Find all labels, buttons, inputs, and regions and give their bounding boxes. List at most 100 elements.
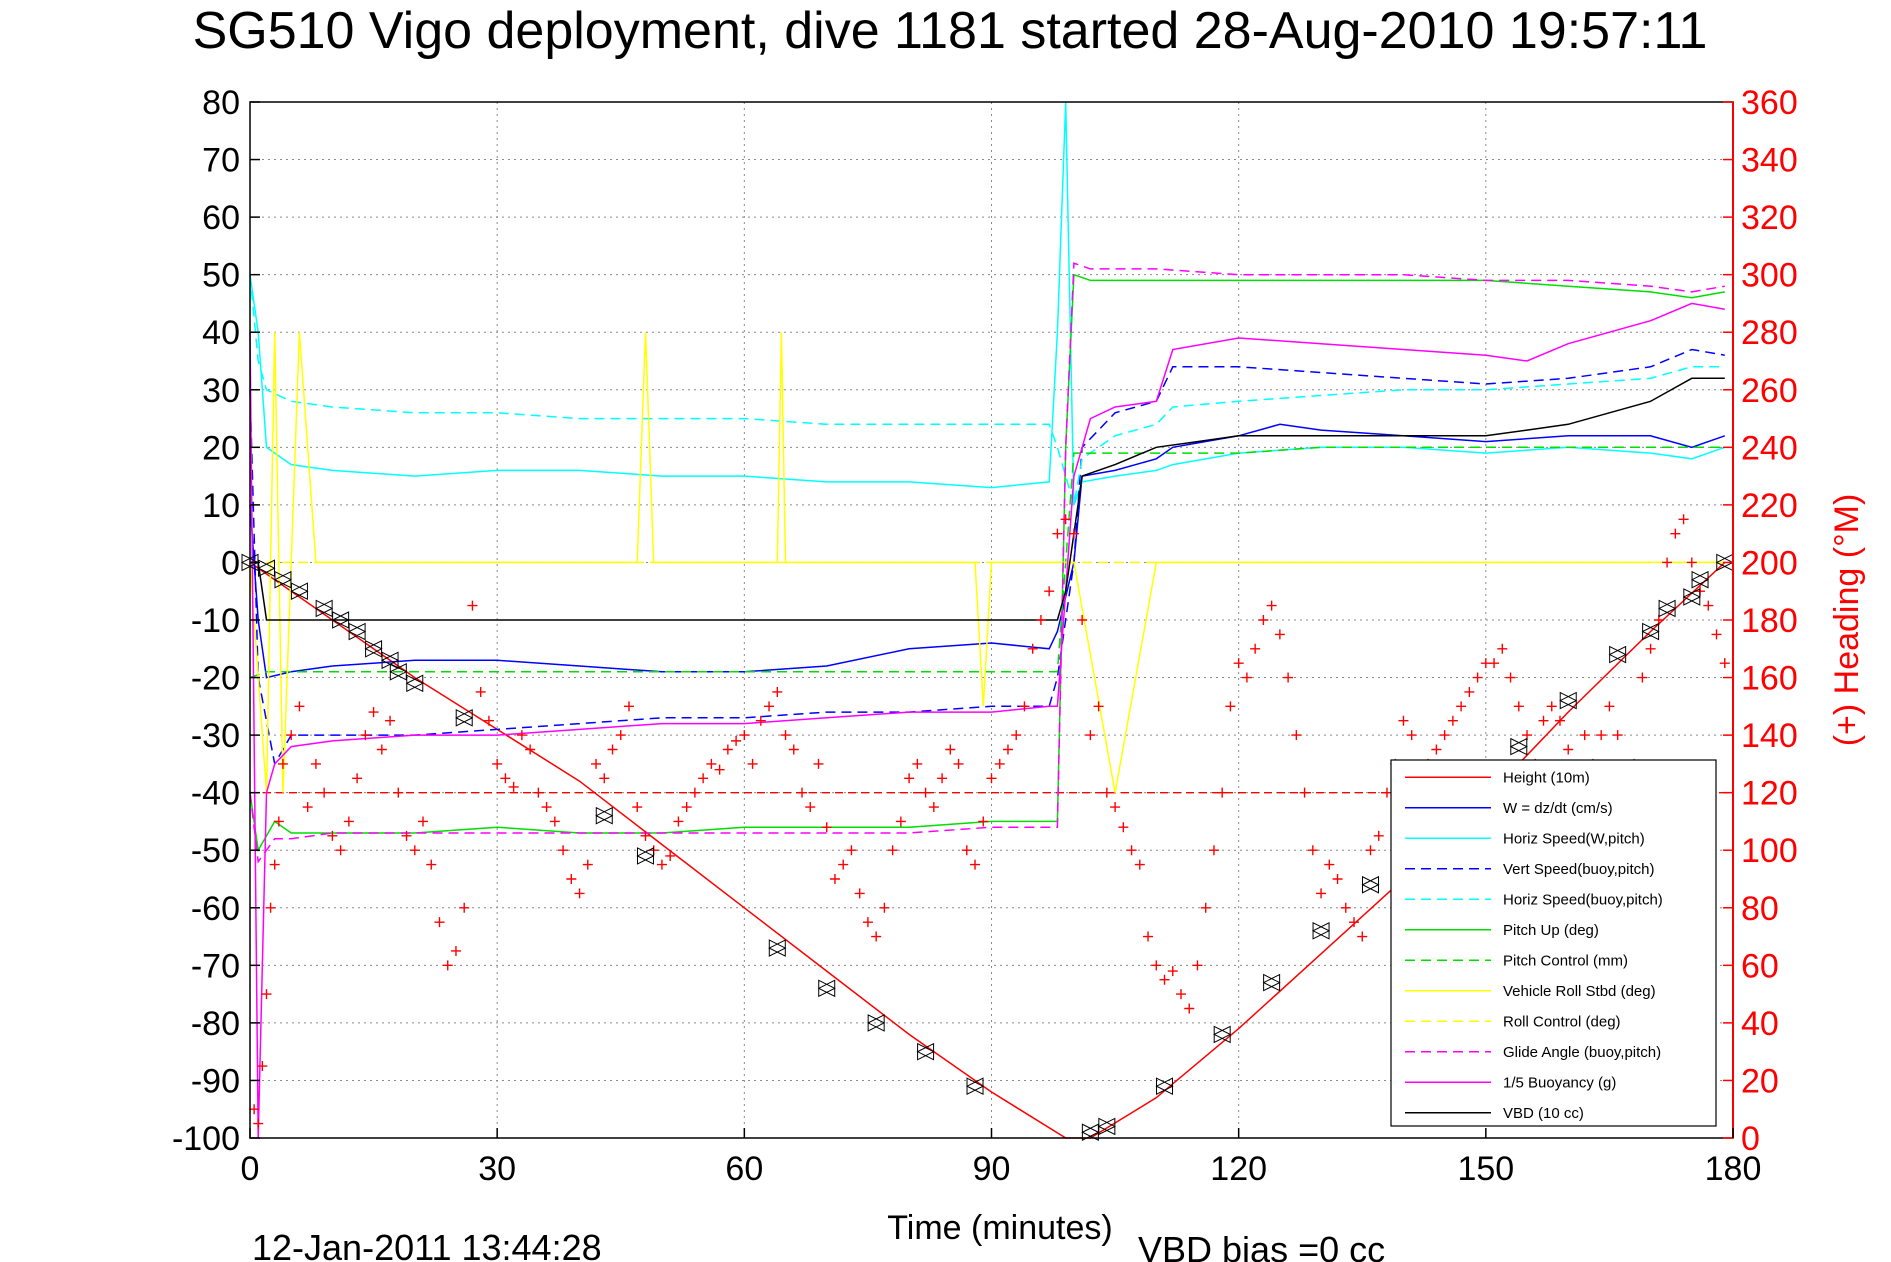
- heading-point: [747, 758, 758, 769]
- heading-point: [1340, 902, 1351, 913]
- heading-point: [665, 850, 676, 861]
- heading-point: [912, 758, 923, 769]
- heading-point: [994, 758, 1005, 769]
- heading-point: [1332, 874, 1343, 884]
- legend-label: Glide Angle (buoy,pitch): [1503, 1044, 1661, 1061]
- heading-point: [1711, 629, 1722, 640]
- waypoint-marker: [1213, 1025, 1232, 1044]
- waypoint-marker: [1690, 570, 1710, 589]
- heading-point: [574, 888, 585, 899]
- heading-points-layer: [249, 514, 1730, 1129]
- legend-label: W = dz/dt (cm/s): [1503, 800, 1613, 817]
- heading-point: [895, 816, 906, 827]
- heading-point: [1068, 528, 1079, 539]
- heading-point: [1035, 615, 1046, 625]
- series-line-9: [249, 262, 1725, 864]
- x-tick-label: 150: [1457, 1150, 1514, 1188]
- heading-point: [797, 787, 808, 798]
- heading-point: [1554, 715, 1565, 726]
- heading-point: [953, 758, 964, 769]
- heading-point: [1497, 643, 1508, 654]
- y2-tick-label: 0: [1741, 1120, 1760, 1158]
- heading-point: [829, 874, 840, 884]
- heading-point: [772, 686, 783, 697]
- y-tick-label: -40: [191, 775, 240, 813]
- heading-point: [368, 707, 379, 718]
- left-axis: 80 70 60 50 40 30 20 10 0 -10 -20 -30 -40 -50 -60 -70 -8…: [172, 84, 260, 1158]
- heading-point: [706, 758, 717, 769]
- legend-label: Horiz Speed(W,pitch): [1503, 830, 1645, 847]
- waypoint-marker: [1657, 599, 1677, 618]
- y-tick-label: -50: [191, 832, 240, 870]
- heading-point: [1184, 1003, 1195, 1014]
- y2-tick-label: 240: [1741, 429, 1798, 467]
- right-axis-label: (+) Heading (°M): [1828, 494, 1866, 747]
- waypoint-marker: [389, 662, 408, 681]
- waypoint-marker: [455, 709, 474, 727]
- waypoint-marker: [1608, 645, 1627, 664]
- y2-tick-label: 360: [1741, 84, 1798, 122]
- heading-point: [1349, 917, 1360, 928]
- heading-point: [879, 902, 890, 913]
- heading-point: [904, 773, 915, 784]
- heading-point: [492, 758, 503, 769]
- heading-point: [1126, 845, 1137, 856]
- heading-point: [352, 773, 363, 784]
- heading-point: [1406, 730, 1417, 741]
- heading-point: [1686, 557, 1697, 568]
- heading-point: [1077, 615, 1088, 625]
- y-tick-label: 0: [221, 544, 240, 582]
- heading-point: [434, 917, 445, 928]
- heading-point: [681, 802, 692, 813]
- y2-tick-label: 260: [1741, 372, 1798, 410]
- x-tick-label: 30: [478, 1150, 516, 1188]
- heading-point: [286, 730, 297, 741]
- heading-point: [265, 902, 276, 913]
- legend-label: Vehicle Roll Stbd (deg): [1503, 983, 1656, 1000]
- heading-point: [467, 600, 478, 611]
- x-tick-label: 90: [973, 1150, 1011, 1188]
- heading-point: [871, 931, 882, 942]
- heading-point: [1596, 730, 1607, 741]
- heading-point: [409, 845, 420, 856]
- waypoint-marker: [595, 806, 614, 825]
- x-tick-label: 180: [1705, 1150, 1762, 1188]
- heading-point: [1373, 830, 1384, 841]
- waypoint-marker: [1509, 737, 1528, 756]
- legend-label: Pitch Up (deg): [1503, 922, 1599, 939]
- heading-point: [838, 859, 849, 870]
- heading-point: [253, 1118, 264, 1129]
- heading-point: [1225, 701, 1236, 712]
- waypoint-marker: [1155, 1077, 1174, 1096]
- heading-point: [582, 859, 593, 870]
- heading-point: [1447, 715, 1458, 726]
- waypoint-marker: [273, 570, 293, 589]
- heading-point: [1002, 744, 1013, 755]
- heading-point: [1324, 859, 1335, 870]
- waypoint-marker: [331, 611, 350, 629]
- heading-point: [1398, 715, 1409, 726]
- heading-point: [615, 730, 626, 741]
- heading-point: [1299, 787, 1310, 798]
- heading-point: [418, 816, 429, 827]
- heading-point: [805, 802, 816, 813]
- heading-point: [360, 730, 371, 741]
- heading-point: [566, 874, 577, 884]
- x-tick-label: 60: [725, 1150, 763, 1188]
- heading-point: [1316, 888, 1327, 899]
- heading-point: [343, 816, 354, 827]
- heading-point: [1381, 787, 1392, 798]
- y2-tick-label: 200: [1741, 544, 1798, 582]
- heading-point: [1538, 715, 1549, 726]
- heading-point: [607, 744, 618, 755]
- y2-tick-label: 340: [1741, 142, 1798, 180]
- heading-point: [862, 917, 873, 928]
- right-axis: 3603403203002802602402202001801601401201…: [1723, 84, 1798, 1158]
- heading-point: [961, 845, 972, 856]
- heading-point: [508, 781, 519, 792]
- heading-point: [722, 744, 733, 755]
- waypoint-marker: [817, 979, 836, 998]
- y2-tick-label: 140: [1741, 717, 1798, 755]
- y-tick-label: 30: [202, 372, 240, 410]
- heading-point: [1266, 600, 1277, 611]
